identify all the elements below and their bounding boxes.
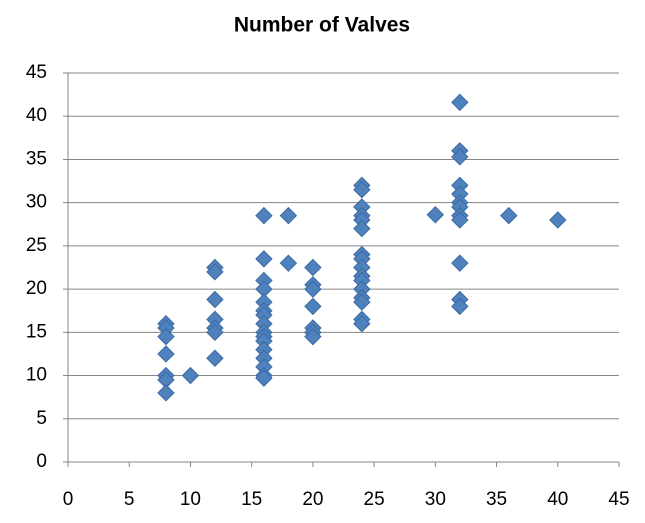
x-tick-label: 30 bbox=[425, 489, 446, 510]
y-tick-label: 45 bbox=[26, 62, 47, 83]
point bbox=[500, 206, 518, 225]
y-tick-label: 25 bbox=[26, 235, 47, 256]
x-tick-label: 15 bbox=[241, 489, 262, 510]
point bbox=[451, 148, 469, 166]
x-tick-label: 20 bbox=[302, 489, 323, 510]
x-tick-label: 10 bbox=[180, 489, 201, 510]
point bbox=[255, 250, 273, 268]
point bbox=[451, 297, 469, 316]
point bbox=[157, 345, 175, 363]
x-tick-label: 40 bbox=[547, 489, 568, 510]
x-tick-label: 5 bbox=[124, 489, 135, 510]
point bbox=[206, 290, 224, 309]
point bbox=[353, 314, 371, 333]
point bbox=[206, 323, 224, 342]
point bbox=[255, 206, 273, 225]
point bbox=[549, 211, 567, 229]
point bbox=[353, 219, 371, 238]
point bbox=[304, 297, 322, 316]
point bbox=[181, 366, 200, 385]
point bbox=[353, 293, 371, 311]
y-tick-label: 15 bbox=[26, 321, 47, 342]
y-tick-label: 5 bbox=[36, 408, 47, 429]
point bbox=[279, 254, 298, 272]
y-tick-label: 30 bbox=[26, 192, 47, 213]
x-tick-label: 35 bbox=[486, 489, 507, 510]
point bbox=[206, 349, 224, 367]
point bbox=[304, 280, 322, 298]
point bbox=[255, 369, 273, 387]
point bbox=[157, 384, 175, 402]
point bbox=[451, 211, 469, 229]
y-tick-label: 20 bbox=[26, 278, 47, 299]
point bbox=[451, 93, 469, 112]
y-tick-label: 40 bbox=[26, 105, 47, 126]
x-tick-label: 0 bbox=[63, 489, 74, 510]
y-tick-label: 35 bbox=[26, 148, 47, 169]
y-tick-label: 10 bbox=[26, 365, 47, 386]
point bbox=[304, 258, 322, 277]
point bbox=[353, 180, 371, 199]
point bbox=[157, 327, 175, 346]
chart-title: Number of Valves bbox=[234, 14, 410, 37]
point bbox=[451, 254, 469, 272]
point bbox=[206, 263, 224, 281]
x-tick-label: 25 bbox=[364, 489, 385, 510]
point bbox=[304, 327, 322, 346]
point bbox=[279, 206, 298, 225]
x-tick-label: 45 bbox=[608, 489, 629, 510]
point bbox=[426, 206, 445, 224]
y-tick-label: 0 bbox=[36, 451, 47, 472]
